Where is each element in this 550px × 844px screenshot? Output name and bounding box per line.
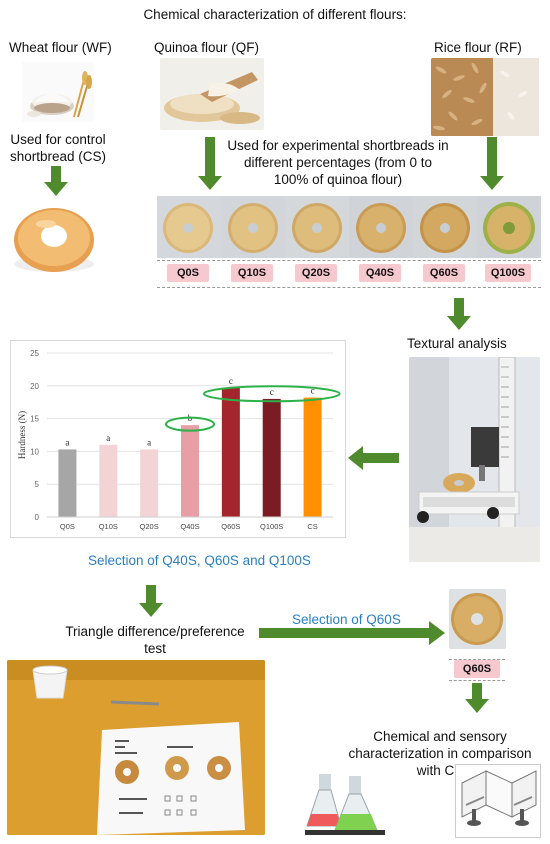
- quinoa-flour-image: [160, 58, 264, 130]
- arrow-chart-to-triangle: [139, 585, 163, 617]
- rice-flour-label: Rice flour (RF): [434, 40, 522, 55]
- textural-analysis-label: Textural analysis: [407, 336, 507, 351]
- arrow-samples-to-texture: [447, 298, 471, 330]
- final-line-3: with CS: [416, 763, 464, 778]
- sample-label-q60s: Q60S: [423, 264, 465, 282]
- x-tick-label: Q0S: [60, 522, 75, 531]
- texture-analyzer-image: [409, 357, 540, 562]
- sample-label-q0s: Q0S: [167, 264, 209, 282]
- final-line-2: characterization in comparison: [348, 746, 532, 761]
- lab-flask-icon: [305, 770, 391, 836]
- significance-letter: c: [270, 387, 274, 397]
- significance-letter: a: [106, 433, 110, 443]
- sample-photo-q20s: [285, 196, 349, 258]
- quinoa-flour-label: Quinoa flour (QF): [154, 40, 260, 55]
- x-tick-label: Q20S: [140, 522, 159, 531]
- y-tick-label: 25: [30, 349, 39, 358]
- selection-q60s: Selection of Q60S: [292, 612, 401, 627]
- x-tick-label: Q10S: [99, 522, 118, 531]
- sample-label-q10s: Q10S: [231, 264, 273, 282]
- bar-q10s: [99, 444, 118, 517]
- sample-label-q40s: Q40S: [359, 264, 401, 282]
- sample-photo-q10s: [221, 196, 285, 258]
- arrow-wf-to-cs: [44, 166, 68, 196]
- y-axis-label: Hardness (N): [17, 411, 27, 459]
- wheat-flour-image: [22, 62, 94, 122]
- q60s-cookie-image: [449, 589, 506, 649]
- diagram-title: Chemical characterization of different f…: [143, 7, 407, 22]
- arrow-texture-to-chart: [348, 446, 399, 470]
- significance-letter: a: [147, 437, 151, 447]
- sample-label-q100s: Q100S: [485, 264, 531, 282]
- experimental-note-line-2: different percentages (from 0 to: [243, 155, 433, 170]
- significance-letter: c: [311, 386, 315, 396]
- y-tick-label: 0: [35, 513, 40, 522]
- sample-photo-q40s: [349, 196, 413, 258]
- triangle-test-line-1: Triangle difference/preference: [65, 624, 245, 639]
- sample-label-row: [157, 260, 541, 288]
- y-tick-label: 20: [30, 382, 39, 391]
- bar-q60s: [221, 387, 240, 517]
- q60s-label-row: [449, 659, 505, 681]
- triangle-test-image: [7, 660, 265, 835]
- wheat-flour-label: Wheat flour (WF): [9, 40, 112, 55]
- experimental-note: Used for experimental shortbreads in dif…: [218, 137, 458, 188]
- triangle-test-line-2: test: [144, 641, 166, 656]
- highlight-ellipse-selected-group: [202, 385, 341, 403]
- arrow-triangle-to-q60s: [259, 621, 445, 645]
- x-tick-label: CS: [307, 522, 317, 531]
- sample-label-q20s: Q20S: [295, 264, 337, 282]
- significance-letter: c: [229, 376, 233, 386]
- arrow-qf-to-samples: [198, 137, 222, 190]
- bar-q40s: [181, 425, 199, 517]
- x-tick-label: Q60S: [221, 522, 240, 531]
- experimental-note-line-3: 100% of quinoa flour): [273, 172, 403, 187]
- sample-photo-q60s: [413, 196, 477, 258]
- control-note-line-1: Used for control: [10, 132, 106, 147]
- y-tick-label: 5: [35, 480, 40, 489]
- bar-q20s: [140, 449, 159, 517]
- final-line-1: Chemical and sensory: [373, 729, 507, 744]
- significance-letter: a: [65, 437, 69, 447]
- sample-photo-q0s: [157, 196, 221, 258]
- bar-q0s: [58, 449, 77, 517]
- hardness-chart: 0 5 10 15 20 25 Hardness (N) a Q0S a Q10S a Q20S b Q40…: [10, 340, 346, 538]
- sensory-booth-icon: [455, 764, 541, 838]
- y-tick-label: 15: [30, 415, 39, 424]
- y-tick-label: 10: [30, 447, 39, 456]
- selection-q40s-q60s-q100s: Selection of Q40S, Q60S and Q100S: [88, 553, 311, 568]
- sample-strip: Q0S Q10S Q20S Q40S Q60S Q100S: [157, 196, 541, 288]
- sample-photo-q100s: [477, 196, 541, 258]
- rice-flour-image: [431, 58, 539, 136]
- highlight-ellipse-q40s: [165, 416, 215, 432]
- x-tick-label: Q40S: [180, 522, 199, 531]
- bar-q100s: [262, 398, 281, 517]
- final-characterization-label: Chemical and sensory characterization in…: [330, 728, 550, 779]
- triangle-test-label: Triangle difference/preference test: [40, 623, 270, 657]
- control-shortbread-image: [6, 198, 102, 278]
- q60s-label: Q60S: [454, 660, 500, 678]
- arrow-rf-to-samples: [480, 137, 504, 190]
- bar-cs: [303, 397, 322, 517]
- control-note-line-2: shortbread (CS): [9, 149, 107, 164]
- arrow-q60s-to-final: [465, 683, 489, 713]
- experimental-note-line-1: Used for experimental shortbreads in: [227, 138, 449, 153]
- x-tick-label: Q100S: [260, 522, 283, 531]
- control-note: Used for control shortbread (CS): [0, 131, 116, 165]
